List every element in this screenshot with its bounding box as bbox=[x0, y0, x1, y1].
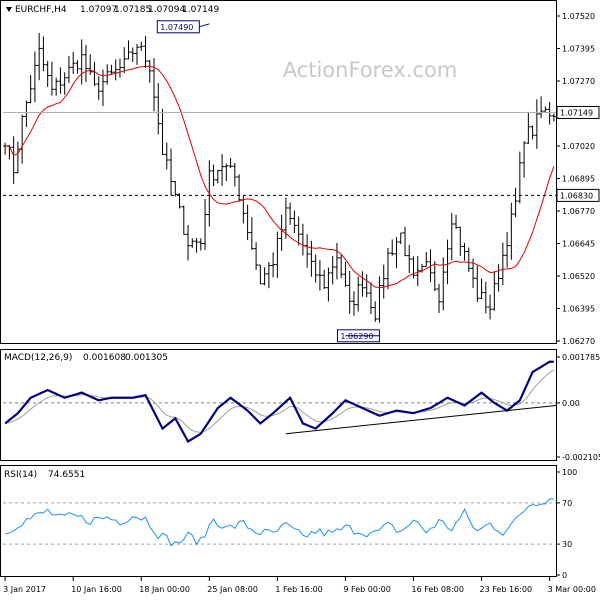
price-y-tick-label: 1.06770 bbox=[562, 207, 595, 216]
rsi-panel-frame bbox=[0, 465, 557, 577]
macd-signal-value: 0.001305 bbox=[125, 353, 168, 363]
price-symbol: EURCHF,H4 bbox=[15, 5, 67, 15]
x-tick-label: 18 Jan 00:00 bbox=[139, 585, 190, 594]
price-y-tick-label: 1.07020 bbox=[562, 142, 595, 151]
rsi-y-tick-label: 30 bbox=[562, 540, 572, 549]
macd-y-tick-label: 0.001785 bbox=[562, 353, 600, 362]
macd-name: MACD(12,26,9) bbox=[4, 353, 72, 363]
price-high: 1.07185 bbox=[114, 5, 151, 15]
last-price-label: 1.07149 bbox=[560, 108, 593, 117]
x-axis: 3 Jan 2017 10 Jan 16:00 18 Jan 00:00 25 Jan… bbox=[3, 577, 596, 594]
price-y-tick-label: 1.07395 bbox=[562, 45, 595, 54]
collapse-triangle-icon[interactable] bbox=[6, 7, 12, 12]
rsi-layer: 100 70 30 0 bbox=[3, 468, 577, 580]
rsi-value: 74.6551 bbox=[48, 470, 85, 480]
x-tick-label: 16 Feb 08:00 bbox=[411, 585, 463, 594]
price-y-tick-label: 1.06645 bbox=[562, 240, 595, 249]
price-close: 1.07149 bbox=[182, 5, 219, 15]
rsi-y-tick-label: 100 bbox=[562, 468, 577, 477]
annotation-label: 1.06290 bbox=[340, 332, 373, 341]
x-tick-label: 3 Jan 2017 bbox=[3, 585, 46, 594]
macd-y-tick-label: 0.00 bbox=[562, 399, 580, 408]
price-y-tick-label: 1.07520 bbox=[562, 12, 595, 21]
price-low: 1.07094 bbox=[148, 5, 185, 15]
macd-trendline bbox=[285, 404, 557, 435]
x-tick-label: 1 Feb 16:00 bbox=[275, 585, 322, 594]
macd-layer: 0.001785 0.00 -0.002105 bbox=[3, 353, 600, 462]
price-y-tick-label: 1.06395 bbox=[562, 305, 595, 314]
macd-panel-frame bbox=[0, 349, 557, 461]
macd-y-tick-label: -0.002105 bbox=[562, 453, 600, 462]
annotation-label: 1.07490 bbox=[160, 23, 193, 32]
macd-header: MACD(12,26,9) 0.001608 0.001305 bbox=[4, 353, 168, 363]
support-label-box bbox=[556, 188, 600, 202]
price-panel-frame bbox=[0, 0, 557, 344]
macd-signal-line bbox=[5, 369, 555, 433]
rsi-line bbox=[5, 498, 554, 547]
watermark: ActionForex.com bbox=[283, 58, 458, 82]
price-y-tick-label: 1.06520 bbox=[562, 272, 595, 281]
price-y-tick-label: 1.06270 bbox=[562, 337, 595, 346]
rsi-y-tick-label: 0 bbox=[562, 571, 567, 580]
macd-main-value: 0.001608 bbox=[83, 353, 126, 363]
annotation-leader bbox=[199, 23, 210, 28]
rsi-header: RSI(14) 74.6551 bbox=[4, 470, 85, 480]
price-open: 1.07097 bbox=[80, 5, 117, 15]
x-tick-label: 25 Jan 08:00 bbox=[207, 585, 258, 594]
price-y-tick-label: 1.06895 bbox=[562, 175, 595, 184]
x-tick-label: 9 Feb 00:00 bbox=[343, 585, 390, 594]
price-header: EURCHF,H4 1.07097 1.07185 1.07094 1.0714… bbox=[6, 5, 219, 15]
x-tick-label: 3 Mar 00:00 bbox=[548, 585, 596, 594]
x-tick-label: 23 Feb 16:00 bbox=[480, 585, 532, 594]
support-label: 1.06830 bbox=[560, 191, 593, 200]
price-y-tick-label: 1.07270 bbox=[562, 77, 595, 86]
rsi-y-tick-label: 70 bbox=[562, 499, 572, 508]
moving-average-line bbox=[5, 65, 555, 289]
last-price-box bbox=[556, 105, 600, 119]
price-layer: 1.07520 1.07395 1.07270 1.07020 1.06895 1.067… bbox=[3, 12, 600, 346]
rsi-name: RSI(14) bbox=[4, 470, 37, 480]
x-tick-label: 10 Jan 16:00 bbox=[71, 585, 122, 594]
macd-main-line bbox=[4, 360, 554, 443]
